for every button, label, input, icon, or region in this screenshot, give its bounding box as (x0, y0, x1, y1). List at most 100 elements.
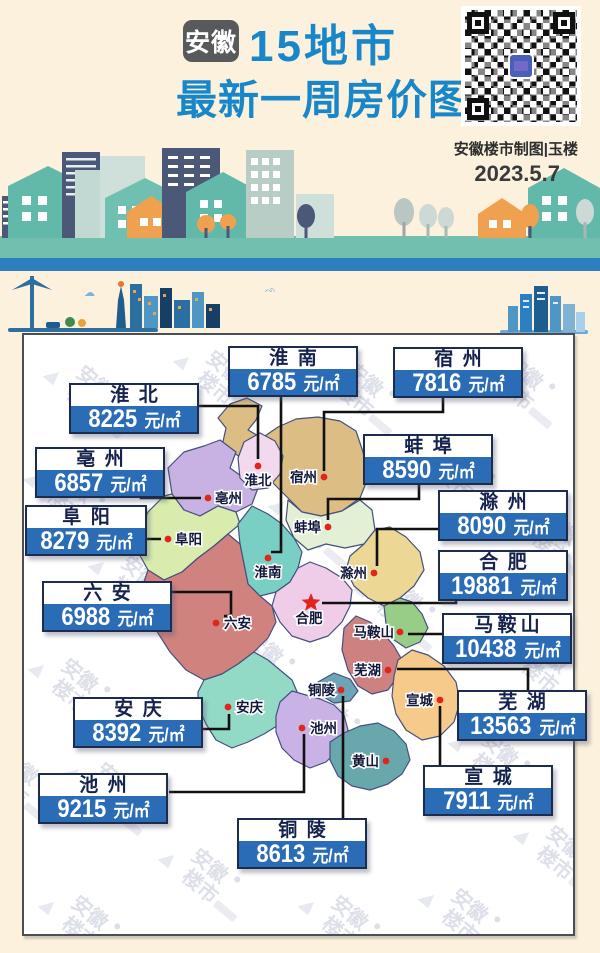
marker-huangshan (382, 757, 390, 765)
city-label: 池州 (310, 720, 337, 736)
marker-huainan (264, 554, 272, 562)
callout-fuyang: 阜阳 8279 元/㎡ (25, 505, 147, 556)
callout-price: 8613 (256, 840, 306, 868)
region-tongling (317, 672, 359, 704)
city-label: 安庆 (236, 699, 263, 715)
callout-city-name: 池州 (79, 775, 137, 796)
callout-price: 6988 (61, 603, 111, 631)
callout-price: 7911 (443, 787, 491, 815)
callout-unit: 元/㎡ (497, 793, 534, 813)
city-label: 合肥 (296, 610, 323, 626)
city-label: 芜湖 (354, 662, 381, 678)
callout-bengbu: 蚌埠 8590 元/㎡ (363, 434, 493, 485)
qr-eye-top-right (553, 12, 575, 34)
callout-wuhu: 芜湖 13563 元/㎡ (457, 690, 587, 741)
connector-huainan (271, 392, 283, 554)
page-title-line2: 最新一周房价图 (176, 77, 470, 123)
anhui-province-map: 安徽 楼市 (24, 335, 573, 934)
marker-maanshan (396, 628, 404, 636)
marker-huaibei (254, 462, 262, 470)
callout-luan: 六安 6988 元/㎡ (42, 581, 172, 632)
callout-unit: 元/㎡ (113, 801, 150, 821)
region-xuancheng (391, 649, 461, 741)
callout-bozhou: 亳州 6857 元/㎡ (35, 447, 165, 498)
city-label: 宣城 (406, 692, 433, 708)
city-label: 亳州 (215, 490, 242, 506)
callout-unit: 元/㎡ (144, 411, 181, 431)
callout-xuancheng: 宣城 7911 元/㎡ (423, 765, 553, 816)
qr-eye-bottom-left (467, 98, 489, 120)
left-city-illustration: ☁ ᨒ (8, 276, 276, 332)
marker-bengbu (324, 523, 332, 531)
city-label: 蚌埠 (294, 519, 321, 535)
region-huangshan (329, 722, 411, 791)
svg-text:☁: ☁ (84, 287, 95, 299)
callout-price: 10438 (455, 635, 517, 663)
callout-price: 8090 (457, 512, 507, 540)
marker-chizhou (298, 724, 306, 732)
city-label: 铜陵 (308, 682, 335, 698)
callout-unit: 元/㎡ (468, 375, 505, 395)
callout-unit: 元/㎡ (148, 725, 185, 745)
marker-hefei-star (301, 593, 321, 611)
callout-city-name: 宣城 (464, 767, 522, 788)
qr-center-logo (508, 53, 534, 79)
qr-code (461, 6, 581, 126)
marker-bozhou (204, 494, 212, 502)
callout-city-name: 铜陵 (278, 820, 336, 841)
connector-anqing (198, 714, 231, 731)
region-suzhou (217, 397, 369, 517)
callout-city-name: 芜湖 (498, 692, 556, 713)
callout-price: 6857 (54, 469, 104, 497)
qr-eye-top-left (467, 12, 489, 34)
callout-unit: 元/㎡ (117, 609, 154, 629)
city-label: 六安 (224, 615, 251, 631)
callout-city-name: 马鞍山 (474, 615, 544, 636)
region-huaibei (237, 432, 284, 491)
connector-chuzhou (375, 527, 438, 566)
callout-unit: 元/㎡ (312, 846, 349, 866)
callout-hefei: 合肥 19881 元/㎡ (438, 550, 568, 601)
callout-unit: 元/㎡ (524, 641, 561, 661)
connector-bengbu (326, 480, 421, 520)
marker-suzhou (320, 473, 328, 481)
connector-suzhou (322, 395, 445, 471)
callout-huainan: 淮南 6785 元/㎡ (228, 346, 358, 397)
city-label: 淮北 (245, 472, 272, 488)
marker-tongling (337, 686, 345, 694)
connector-huaibei (193, 404, 260, 459)
connector-wuhu (397, 667, 530, 690)
callout-maanshan: 马鞍山 10438 元/㎡ (442, 613, 572, 664)
header-skyline-illustration: ☁ ᨒ (0, 148, 600, 334)
page-title-line1: 15地市 (249, 22, 398, 71)
callout-price: 19881 (451, 572, 513, 600)
callout-chuzhou: 滁州 8090 元/㎡ (438, 490, 568, 541)
callout-city-name: 宿州 (434, 349, 492, 370)
callout-price: 8279 (40, 527, 90, 555)
city-label: 滁州 (340, 565, 367, 581)
callout-city-name: 合肥 (479, 552, 537, 573)
callout-unit: 元/㎡ (96, 533, 133, 553)
callout-huaibei: 淮北 8225 元/㎡ (69, 383, 199, 434)
marker-wuhu (384, 666, 392, 674)
city-labels: 淮南 宿州 淮北 蚌埠 亳州 滁州 阜阳 合肥 六安 马鞍山 安庆 芜湖 池州 … (174, 468, 435, 771)
callout-price: 6785 (247, 368, 297, 396)
connector-chizhou (169, 734, 306, 794)
credit-line: 安徽楼市制图|玉楼 (453, 141, 578, 158)
marker-luan (212, 619, 220, 627)
callout-price: 7816 (412, 369, 462, 397)
callout-unit: 元/㎡ (110, 475, 147, 495)
callout-city-name: 淮北 (110, 385, 168, 406)
callout-unit: 元/㎡ (303, 374, 340, 394)
callout-chizhou: 池州 9215 元/㎡ (38, 773, 168, 824)
city-label: 宿州 (290, 469, 317, 485)
callout-price: 8225 (88, 405, 138, 433)
callout-price: 9215 (57, 795, 107, 823)
city-label: 马鞍山 (354, 624, 395, 640)
city-label: 淮南 (255, 564, 282, 580)
callout-unit: 元/㎡ (539, 718, 576, 738)
callout-city-name: 六安 (83, 583, 141, 604)
callout-price: 8392 (92, 719, 142, 747)
callout-city-name: 滁州 (479, 492, 537, 513)
